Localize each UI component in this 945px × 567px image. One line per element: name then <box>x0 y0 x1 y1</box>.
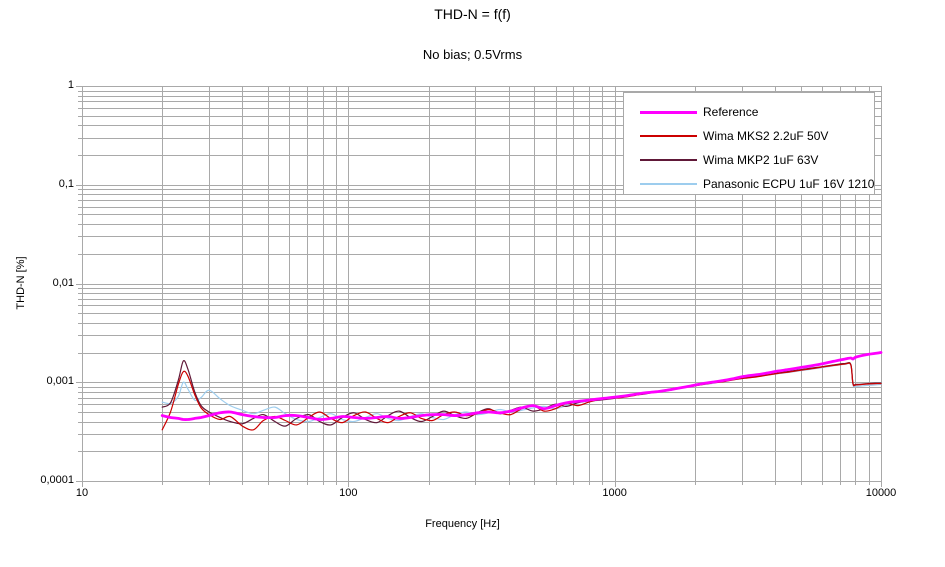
y-tick-label-0-001: 0,001 <box>46 375 74 388</box>
chart-title: THD-N = f(f) <box>434 6 511 22</box>
legend-label-reference: Reference <box>703 105 759 119</box>
plot-frame <box>82 86 882 482</box>
y-axis-title: THD-N [%] <box>15 256 27 310</box>
y-tick-label-0-01: 0,01 <box>52 276 74 289</box>
y-tick-label-0-0001: 0,0001 <box>40 474 74 486</box>
x-tick-label-100: 100 <box>339 487 358 499</box>
x-axis-title: Frequency [Hz] <box>425 518 500 530</box>
legend-label-panasonic-ecpu-1uf-16v-1210: Panasonic ECPU 1uF 16V 1210 <box>703 177 875 191</box>
y-tick-label-1: 1 <box>67 79 74 91</box>
chart-subtitle: No bias; 0.5Vrms <box>422 47 523 62</box>
legend-line-sample-panasonic-ecpu-1uf-16v-1210 <box>640 183 697 185</box>
legend-line-sample-reference <box>640 110 697 114</box>
x-tick-label-10: 10 <box>75 487 89 499</box>
legend-item-wima-mkp2-1uf-63v: Wima MKP2 1uF 63V <box>640 148 874 172</box>
legend-item-wima-mks2-2-2uf-50v: Wima MKS2 2.2uF 50V <box>640 124 874 148</box>
legend-label-wima-mkp2-1uf-63v: Wima MKP2 1uF 63V <box>703 153 819 167</box>
legend-item-reference: Reference <box>640 100 874 124</box>
series-line-reference <box>160 351 883 421</box>
legend-line-sample-wima-mkp2-1uf-63v <box>640 159 697 161</box>
y-tick-label-0-1: 0,1 <box>58 177 74 190</box>
x-tick-label-1000: 1000 <box>602 487 627 499</box>
legend-item-panasonic-ecpu-1uf-16v-1210: Panasonic ECPU 1uF 16V 1210 <box>640 172 874 196</box>
legend-line-sample-wima-mks2-2-2uf-50v <box>640 135 697 137</box>
x-tick-label-10000: 10000 <box>865 487 897 499</box>
legend: Reference Wima MKS2 2.2uF 50V Wima MKP2 1u… <box>623 92 875 195</box>
legend-label-wima-mks2-2-2uf-50v: Wima MKS2 2.2uF 50V <box>703 129 829 143</box>
